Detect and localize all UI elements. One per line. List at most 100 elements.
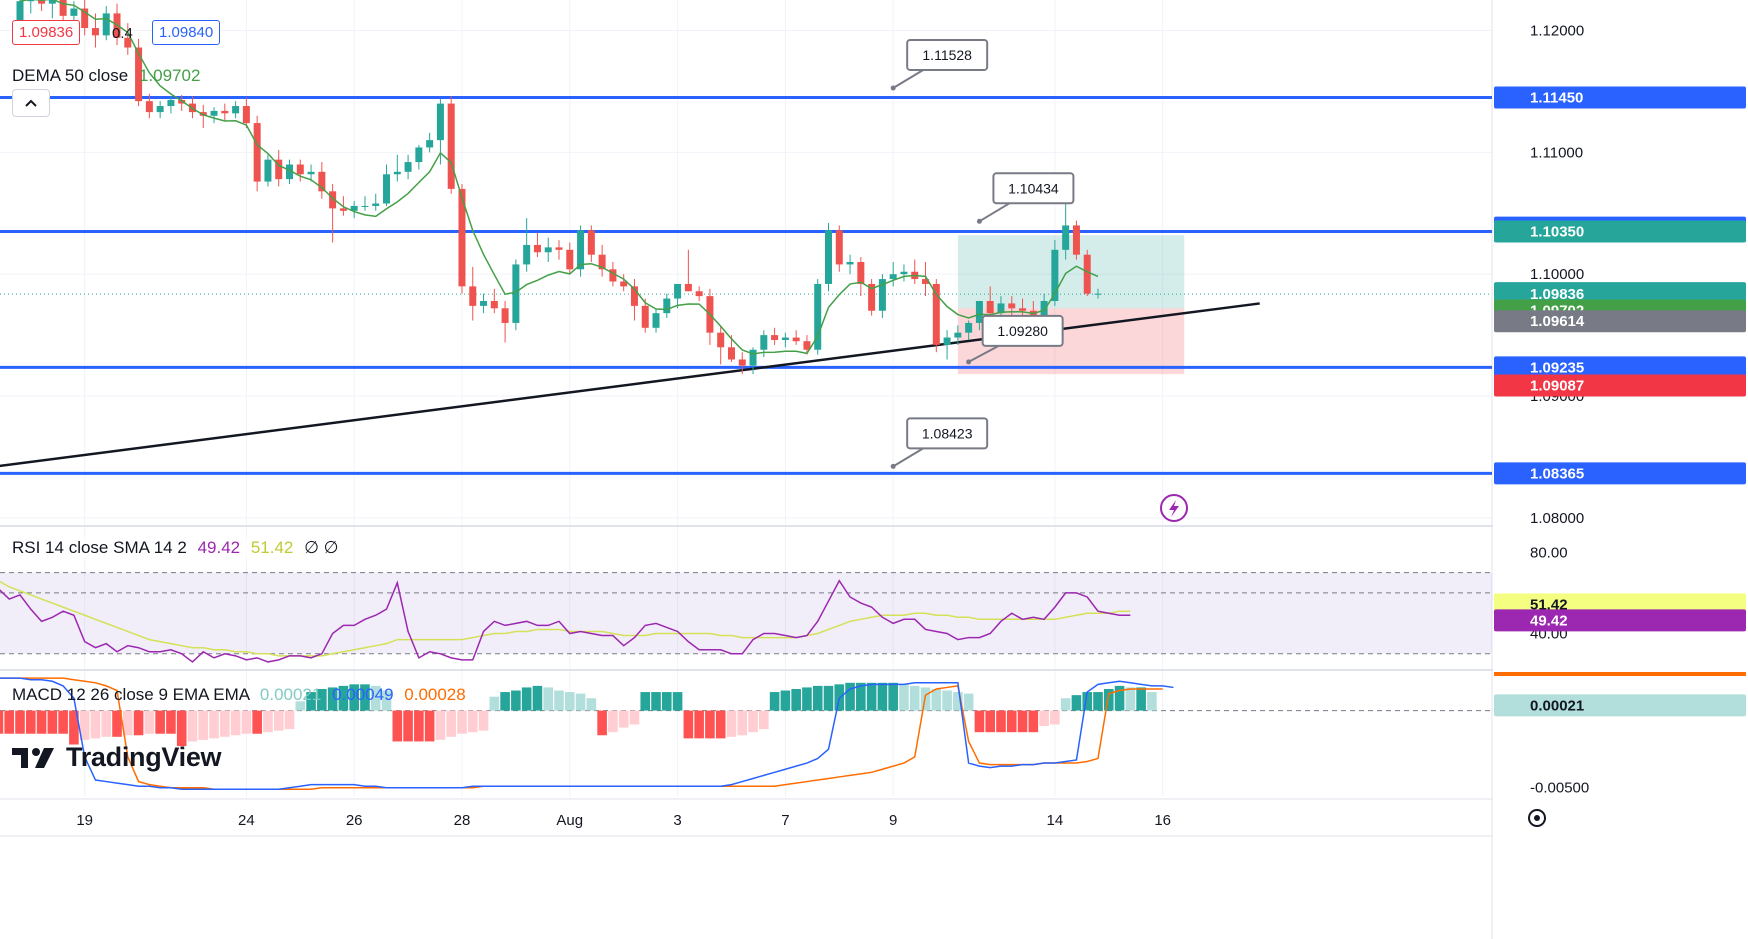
macd-histogram-bar <box>47 710 58 734</box>
macd-histogram-bar <box>651 692 661 711</box>
macd-histogram-bar <box>273 710 284 731</box>
candle-body <box>975 300 983 323</box>
candle-body <box>684 283 692 292</box>
macd-histogram-bar <box>15 710 25 734</box>
macd-histogram-bar <box>187 710 198 742</box>
macd-hist-value: 0.00021 <box>259 685 322 704</box>
macd-histogram-bar <box>715 710 726 739</box>
macd-histogram-bar <box>424 710 435 742</box>
macd-histogram-bar <box>0 710 4 734</box>
candle <box>469 266 477 321</box>
collapse-legend-button[interactable] <box>12 89 50 117</box>
candle-body <box>954 332 962 338</box>
macd-histogram-bar <box>327 687 338 711</box>
macd-histogram-bar <box>176 710 187 747</box>
candle-body <box>803 341 811 350</box>
macd-histogram-bar <box>759 710 769 730</box>
candle <box>167 96 175 114</box>
candle <box>792 330 800 345</box>
candle-body <box>512 264 520 323</box>
axis-label-bg <box>1494 220 1746 243</box>
candle <box>857 257 865 297</box>
candle-body <box>738 359 746 366</box>
macd-histogram-bar <box>899 684 909 711</box>
gear-ring <box>1528 809 1546 827</box>
bid-price-tag[interactable]: 1.09836 <box>12 20 81 45</box>
candle <box>684 249 692 292</box>
settings-gear-icon[interactable] <box>1528 809 1546 827</box>
axis-label-bg <box>1494 310 1746 333</box>
candle <box>781 332 789 348</box>
candle <box>814 279 822 355</box>
macd-histogram-bar <box>230 710 241 736</box>
candle-body <box>792 337 800 342</box>
candle-body <box>167 99 175 107</box>
macd-histogram-bar <box>414 710 424 742</box>
macd-histogram-bar <box>909 685 920 711</box>
candle <box>533 232 541 258</box>
candle <box>889 262 897 287</box>
callout-box <box>981 314 1064 347</box>
candle <box>911 259 919 284</box>
macd-histogram-bar <box>166 710 176 734</box>
time-axis-tick: 16 <box>1154 812 1171 829</box>
candle-body <box>1083 254 1091 294</box>
candle-body <box>253 123 261 182</box>
candle-body <box>889 274 897 280</box>
candle <box>296 159 304 182</box>
macd-histogram-bar <box>338 685 349 711</box>
macd-histogram-bar <box>543 687 554 711</box>
tradingview-logo[interactable]: TradingView <box>12 742 222 773</box>
candle-body <box>404 162 412 172</box>
macd-histogram-bar <box>662 692 672 711</box>
time-axis-tick: 7 <box>781 812 789 829</box>
rsi-legend[interactable]: RSI 14 close SMA 14 2 49.42 51.42 ∅ ∅ <box>12 538 339 558</box>
time-axis-tick: Aug <box>556 812 583 829</box>
candle-body <box>997 303 1005 314</box>
macd-signal-value: 0.00028 <box>404 685 466 704</box>
candle-body <box>663 298 671 314</box>
macd-histogram-bar <box>1028 710 1039 733</box>
axis-label-text: 1.09836 <box>1530 286 1584 303</box>
candle <box>102 6 110 41</box>
candle-body <box>318 171 326 192</box>
callout-anchor <box>966 359 972 365</box>
candle <box>641 298 649 333</box>
candle <box>329 184 337 243</box>
macd-histogram-bar <box>737 710 748 736</box>
candle <box>210 107 218 124</box>
price-axis-tick: 1.12000 <box>1530 22 1584 39</box>
macd-histogram-bar <box>123 710 133 736</box>
candle-body <box>27 0 35 2</box>
candle <box>587 225 595 262</box>
candle-body <box>81 8 89 29</box>
time-axis-tick: 24 <box>238 812 255 829</box>
candle-body <box>70 8 78 16</box>
candle-body <box>447 103 455 189</box>
candle <box>943 330 951 360</box>
price-pane <box>0 0 1492 475</box>
macd-histogram-bar <box>241 710 252 734</box>
alert-bolt <box>1169 500 1179 517</box>
macd-legend[interactable]: MACD 12 26 close 9 EMA EMA 0.00021 0.000… <box>12 685 466 705</box>
candle-body <box>943 337 951 345</box>
macd-histogram-bar <box>263 710 273 733</box>
candle-body <box>91 28 99 36</box>
macd-histogram-bar <box>618 710 629 728</box>
candle-body <box>781 337 789 340</box>
candle-body <box>749 349 757 366</box>
candle-body <box>598 254 606 270</box>
candle-body <box>1094 293 1102 295</box>
rsi-sma-value: 51.42 <box>250 538 294 557</box>
macd-histogram-bar <box>69 710 79 745</box>
rsi-sma-line <box>0 580 1131 657</box>
macd-histogram-bar <box>629 710 640 725</box>
candle <box>512 259 520 331</box>
ask-price-tag[interactable]: 1.09840 <box>152 20 221 45</box>
candle-body <box>825 230 832 284</box>
candle-body <box>469 286 477 306</box>
macd-histogram-bar <box>209 710 219 739</box>
candle <box>38 0 46 11</box>
dema-legend[interactable]: DEMA 50 close 1.09702 <box>12 66 200 86</box>
